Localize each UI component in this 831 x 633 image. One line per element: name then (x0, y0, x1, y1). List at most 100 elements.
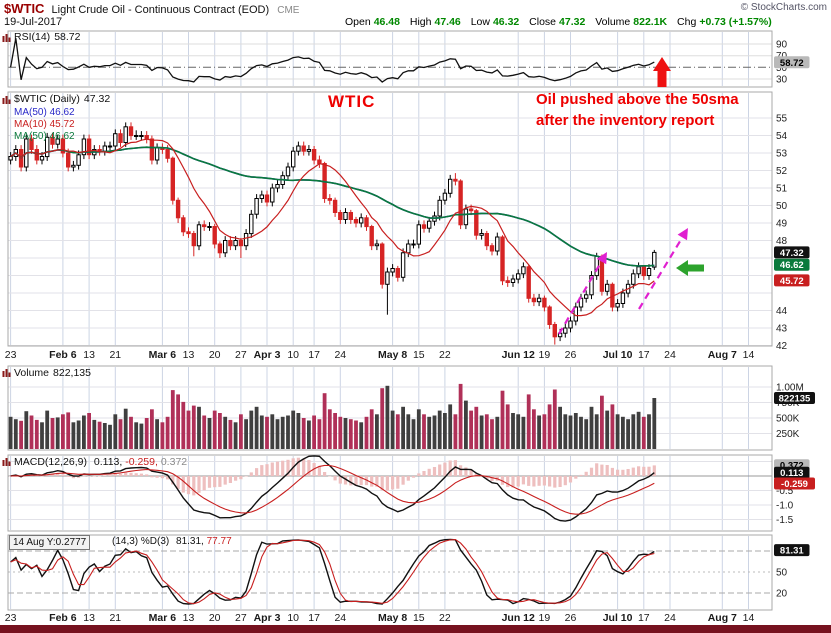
instrument-title: Light Crude Oil - Continuous Contract (E… (51, 4, 270, 16)
volume-value: 822.1K (633, 16, 668, 28)
svg-text:May 8: May 8 (378, 349, 407, 361)
svg-text:55: 55 (776, 114, 788, 125)
callout-line1: Oil pushed above the 50sma (536, 91, 739, 108)
svg-text:49: 49 (776, 219, 788, 230)
rsi-line (9, 38, 655, 83)
macd-histogram (9, 457, 656, 496)
svg-text:Apr 3: Apr 3 (254, 349, 281, 361)
stoch-legend: (14,3) %D(3) 81.31, 77.77 (112, 536, 232, 547)
svg-text:Jun 12: Jun 12 (502, 612, 535, 624)
svg-text:13: 13 (183, 349, 195, 361)
rsi-panel-icon[interactable] (2, 33, 11, 42)
red-up-arrow (653, 57, 671, 87)
ma-value: 45.72 (49, 119, 75, 130)
svg-text:14: 14 (743, 349, 755, 361)
svg-text:-0.259: -0.259 (781, 479, 808, 490)
stoch-k-value: 81.31, (176, 536, 204, 547)
svg-text:20: 20 (776, 589, 788, 600)
ma-label: MA(50) (14, 131, 47, 142)
stoch-d-value: 77.77 (206, 536, 232, 547)
svg-text:30: 30 (776, 75, 788, 86)
ma-label: MA(10) (14, 119, 47, 130)
svg-text:13: 13 (183, 612, 195, 624)
svg-text:52: 52 (776, 166, 788, 177)
svg-text:24: 24 (664, 349, 676, 361)
svg-text:Jun 12: Jun 12 (502, 349, 535, 361)
macd-panel-icon[interactable] (2, 457, 11, 466)
wtic-annotation: WTIC (328, 92, 376, 111)
chg-label: Chg (677, 16, 697, 28)
stoch-lines (10, 538, 655, 605)
svg-text:27: 27 (235, 612, 247, 624)
svg-text:23: 23 (5, 349, 17, 361)
overlay-legend-ma50-green: MA(50) 46.62 (14, 131, 75, 142)
volume-legend: Volume 822,135 (14, 367, 91, 379)
volume-label: Volume (595, 16, 631, 28)
magenta-trend-arrows (558, 227, 689, 335)
quote-row: Open 46.48 High 47.46 Low 46.32 Close 47.32 … (345, 16, 772, 28)
svg-text:44: 44 (776, 306, 788, 317)
volume-bars (8, 383, 657, 449)
svg-text:14: 14 (743, 612, 755, 624)
open-label: Open (345, 16, 371, 28)
callout-annotation: Oil pushed above the 50sma after the inv… (536, 89, 739, 131)
macd-hist-value: 0.372 (160, 456, 188, 468)
panel-borders (7, 30, 773, 611)
high-label: High (409, 16, 432, 28)
svg-text:50: 50 (776, 201, 788, 212)
open-value: 46.48 (373, 16, 400, 28)
svg-text:53: 53 (776, 149, 788, 160)
chart-header-row1: $WTIC Light Crude Oil - Continuous Contr… (4, 1, 299, 16)
svg-text:Mar 6: Mar 6 (149, 612, 177, 624)
rsi-legend-name: RSI(14) (14, 31, 51, 43)
svg-text:17: 17 (308, 349, 320, 361)
svg-text:Apr 3: Apr 3 (254, 612, 281, 624)
svg-text:May 8: May 8 (378, 612, 407, 624)
macd-legend: MACD(12,26,9) 0.113, -0.259, 0.372 (14, 456, 187, 468)
symbol-label: $WTIC (4, 1, 45, 16)
hover-tooltip: 14 Aug Y:0.2777 (9, 535, 91, 550)
svg-text:-1.0: -1.0 (776, 501, 794, 512)
svg-text:23: 23 (5, 612, 17, 624)
svg-text:24: 24 (664, 612, 676, 624)
volume-legend-value: 822,135 (53, 367, 91, 379)
svg-text:47.32: 47.32 (780, 248, 804, 259)
svg-text:-1.5: -1.5 (776, 515, 794, 526)
ma-value: 46.62 (49, 107, 75, 118)
svg-text:Mar 6: Mar 6 (149, 349, 177, 361)
svg-text:0.372: 0.372 (780, 461, 804, 472)
stoch-legend-name: (14,3) %D(3) (112, 536, 170, 547)
svg-text:24: 24 (334, 612, 346, 624)
copyright-label: © StockCharts.com (740, 2, 827, 13)
svg-text:45.72: 45.72 (780, 276, 804, 287)
svg-text:Feb 6: Feb 6 (49, 612, 77, 624)
ma-label: MA(50) (14, 107, 47, 118)
svg-text:13: 13 (83, 349, 95, 361)
low-value: 46.32 (492, 16, 520, 28)
green-left-arrow (676, 260, 704, 276)
close-value: 47.32 (559, 16, 586, 28)
price-panel-icon[interactable] (2, 95, 11, 104)
rsi-legend-value: 58.72 (54, 31, 81, 43)
svg-text:1.00M: 1.00M (776, 383, 804, 394)
svg-text:13: 13 (83, 612, 95, 624)
svg-text:21: 21 (109, 349, 121, 361)
svg-text:Jul 10: Jul 10 (603, 349, 633, 361)
exchange-label: CME (277, 5, 300, 16)
svg-text:822135: 822135 (779, 394, 811, 405)
ma-lines (10, 138, 655, 317)
svg-text:20: 20 (209, 349, 221, 361)
high-value: 47.46 (434, 16, 461, 28)
overlay-legend-ma10-red: MA(10) 45.72 (14, 119, 75, 130)
rsi-legend: RSI(14) 58.72 (14, 31, 80, 43)
macd-value: 0.113, (93, 456, 123, 468)
volume-legend-name: Volume (14, 367, 50, 379)
svg-text:50: 50 (776, 568, 788, 579)
volume-panel-icon[interactable] (2, 368, 11, 377)
svg-text:10: 10 (287, 612, 299, 624)
svg-text:17: 17 (638, 612, 650, 624)
svg-text:-0.5: -0.5 (776, 486, 794, 497)
